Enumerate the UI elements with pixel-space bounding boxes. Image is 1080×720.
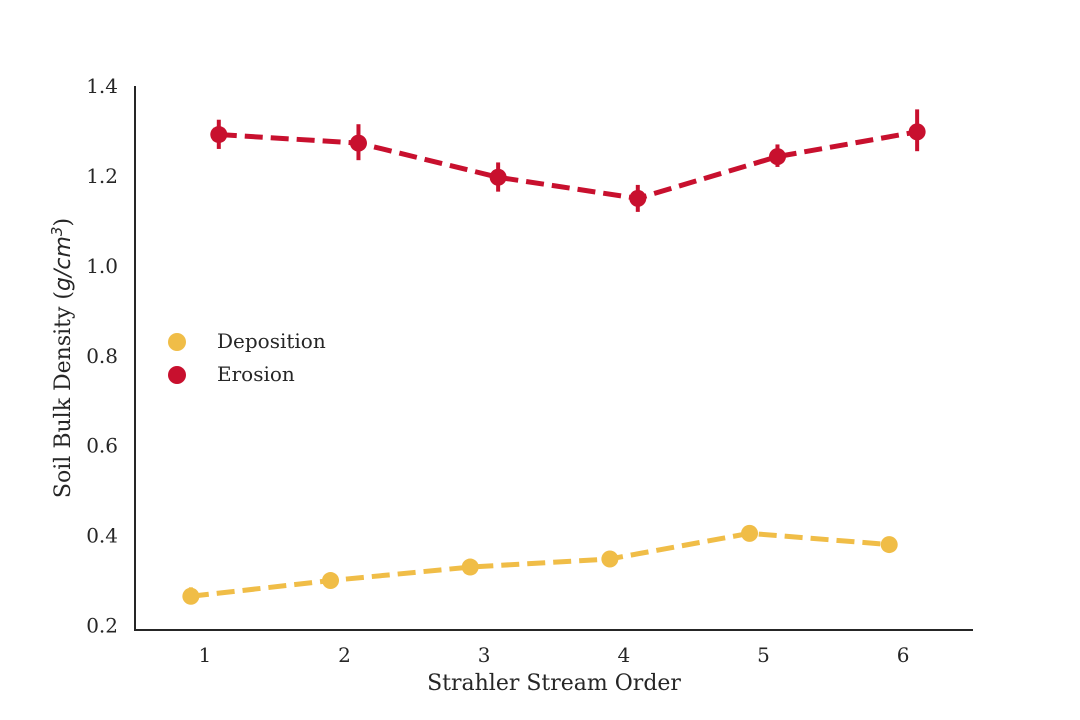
data-point-deposition <box>741 524 759 542</box>
data-point-erosion <box>349 134 367 152</box>
data-point-deposition <box>880 536 898 554</box>
series-line-deposition <box>190 530 890 599</box>
data-point-deposition <box>461 558 479 576</box>
y-tick-label: 1.2 <box>86 164 118 188</box>
legend-entry-erosion: Erosion <box>168 362 295 386</box>
y-tick-label: 0.2 <box>86 614 118 638</box>
data-point-deposition <box>601 550 619 568</box>
x-tick-label: 4 <box>617 643 630 667</box>
legend-label-erosion: Erosion <box>217 362 295 386</box>
data-point-erosion <box>210 126 228 144</box>
x-axis-title: Strahler Stream Order <box>427 671 681 696</box>
data-point-deposition <box>322 572 340 590</box>
x-tick-label: 3 <box>478 643 491 667</box>
axes <box>134 86 973 631</box>
series-line-erosion <box>218 129 918 201</box>
legend-marker-deposition <box>168 333 186 351</box>
x-tick-label: 5 <box>757 643 770 667</box>
legend: Deposition Erosion <box>168 329 326 386</box>
data-point-erosion <box>908 123 926 141</box>
data-point-erosion <box>489 168 507 186</box>
data-point-erosion <box>629 189 647 207</box>
data-point-deposition <box>182 587 200 605</box>
y-tick-label: 1.0 <box>86 254 118 278</box>
x-tick-label: 6 <box>897 643 910 667</box>
y-tick-label: 0.6 <box>86 434 118 458</box>
legend-label-deposition: Deposition <box>217 329 326 353</box>
series-layer <box>182 109 926 605</box>
legend-marker-erosion <box>168 366 186 384</box>
series-erosion <box>210 109 926 212</box>
data-point-erosion <box>768 148 786 166</box>
legend-entry-deposition: Deposition <box>168 329 326 353</box>
x-tick-labels: 1 2 3 4 5 6 <box>198 643 909 667</box>
y-tick-labels: 0.2 0.4 0.6 0.8 1.0 1.2 1.4 <box>86 74 118 638</box>
x-tick-label: 2 <box>338 643 351 667</box>
x-tick-label: 1 <box>198 643 211 667</box>
y-tick-label: 0.4 <box>86 524 118 548</box>
series-deposition <box>182 524 898 605</box>
y-tick-label: 0.8 <box>86 344 118 368</box>
y-axis-title: Soil Bulk Density (g/cm3) <box>48 218 76 498</box>
y-tick-label: 1.4 <box>86 74 118 98</box>
